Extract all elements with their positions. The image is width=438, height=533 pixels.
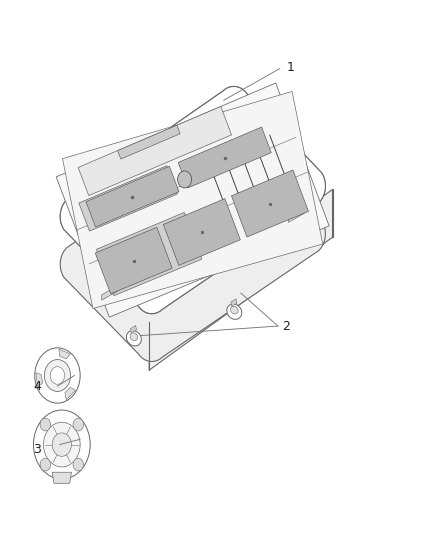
Polygon shape bbox=[149, 189, 332, 370]
Circle shape bbox=[73, 458, 84, 471]
Circle shape bbox=[44, 360, 71, 391]
Polygon shape bbox=[289, 208, 304, 222]
Text: 2: 2 bbox=[283, 320, 290, 333]
Polygon shape bbox=[60, 86, 325, 314]
Circle shape bbox=[50, 367, 65, 384]
Polygon shape bbox=[163, 199, 240, 265]
Ellipse shape bbox=[230, 306, 238, 314]
Ellipse shape bbox=[127, 330, 141, 346]
Circle shape bbox=[52, 433, 71, 456]
Text: 3: 3 bbox=[33, 443, 41, 456]
Polygon shape bbox=[79, 166, 177, 231]
Polygon shape bbox=[65, 387, 76, 400]
Polygon shape bbox=[118, 125, 180, 159]
Circle shape bbox=[40, 458, 51, 471]
Circle shape bbox=[43, 422, 80, 467]
Ellipse shape bbox=[130, 333, 138, 341]
Text: 1: 1 bbox=[287, 61, 294, 74]
Polygon shape bbox=[56, 83, 329, 317]
Polygon shape bbox=[59, 349, 71, 359]
Circle shape bbox=[33, 410, 90, 479]
Polygon shape bbox=[78, 107, 232, 196]
Circle shape bbox=[35, 348, 80, 403]
Circle shape bbox=[73, 418, 84, 431]
Polygon shape bbox=[52, 472, 71, 483]
Polygon shape bbox=[63, 92, 323, 309]
Polygon shape bbox=[96, 213, 202, 296]
Polygon shape bbox=[102, 286, 117, 300]
Text: 4: 4 bbox=[33, 379, 41, 393]
Polygon shape bbox=[60, 86, 325, 314]
Polygon shape bbox=[86, 166, 179, 227]
Polygon shape bbox=[178, 127, 271, 188]
Polygon shape bbox=[231, 299, 237, 306]
Polygon shape bbox=[60, 134, 325, 361]
Polygon shape bbox=[95, 227, 172, 294]
Circle shape bbox=[177, 171, 191, 188]
Circle shape bbox=[40, 418, 51, 431]
Ellipse shape bbox=[227, 304, 242, 319]
Polygon shape bbox=[36, 373, 42, 387]
Polygon shape bbox=[131, 326, 137, 333]
Polygon shape bbox=[231, 170, 308, 237]
